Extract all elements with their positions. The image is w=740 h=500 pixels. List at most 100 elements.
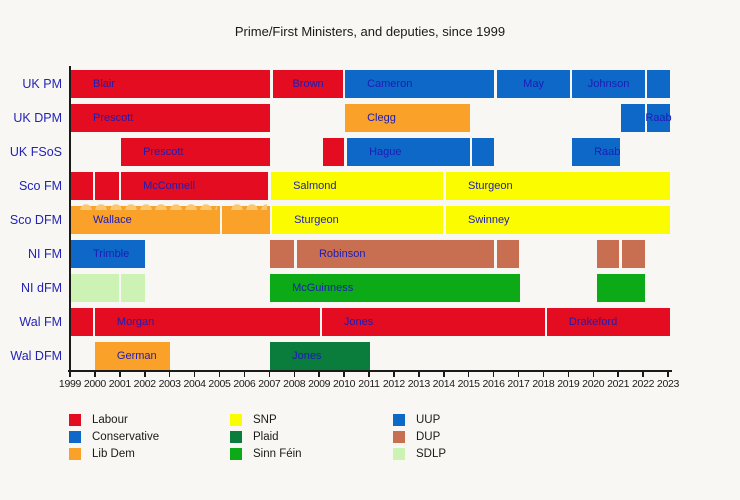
x-tick-2012 (393, 372, 395, 377)
legend-label-lib-dem: Lib Dem (92, 448, 135, 460)
x-tick-label-2017: 2017 (507, 378, 530, 390)
x-tick-label-2015: 2015 (457, 378, 480, 390)
legend-item-snp: SNP (230, 412, 302, 428)
bar-label-johnson: Johnson (587, 78, 630, 90)
legend-item-uup: UUP (393, 412, 446, 428)
bar-jones: Jones (321, 308, 545, 336)
legend-item-conservative: Conservative (69, 429, 159, 445)
bar-morgan: Morgan (94, 308, 320, 336)
bar-label-may: May (523, 78, 544, 90)
x-tick-label-2006: 2006 (233, 378, 256, 390)
bar-uk-fsos-conservative (471, 138, 495, 166)
bar-sco-dfm-libdem (221, 203, 271, 234)
legend-item-lib-dem: Lib Dem (69, 446, 159, 462)
bar-blair: Blair (70, 70, 271, 98)
bar-label-cameron: Cameron (367, 78, 413, 90)
bar-label-drakeford: Drakeford (568, 316, 618, 328)
bar-wal-fm-labour (70, 308, 93, 336)
x-tick-label-2007: 2007 (258, 378, 281, 390)
bar-ni-fm-dup (621, 240, 646, 268)
legend-label-sdlp: SDLP (416, 448, 447, 460)
row-label-ni-fm: NI FM (27, 247, 62, 261)
x-tick-label-2011: 2011 (358, 378, 380, 390)
bar-ni-dfm-sdlp (70, 274, 120, 302)
bar-jones: Jones (270, 342, 370, 370)
x-tick-2001 (119, 372, 121, 377)
x-tick-2023 (667, 372, 669, 377)
bar-hague: Hague (347, 138, 470, 166)
x-tick-2007 (268, 372, 271, 377)
legend-item-sdlp: SDLP (393, 446, 446, 462)
legend-label-snp: SNP (253, 414, 277, 426)
legend-swatch-sdlp (393, 448, 405, 460)
x-tick-2022 (642, 372, 644, 377)
x-tick-2016 (492, 372, 495, 377)
legend-swatch-libdem (69, 448, 81, 460)
bar-salmond: Salmond (271, 172, 443, 200)
bar-label-jones: Jones (292, 350, 322, 362)
row-label-wal-fm: Wal FM (19, 315, 62, 329)
x-tick-2018 (542, 372, 545, 377)
bar-sco-fm-labour (70, 172, 93, 200)
bar-uk-pm-conservative (647, 70, 670, 98)
x-tick-1999 (69, 372, 71, 377)
bar-uk-fsos-labour (322, 138, 345, 166)
legend-label-sinn-f-in: Sinn Féin (253, 448, 302, 460)
bar-label-trimble: Trimble (92, 248, 130, 260)
bar-prescott: Prescott (121, 138, 271, 166)
x-tick-label-2005: 2005 (208, 378, 231, 390)
bar-label-raab: Raab (645, 112, 672, 124)
bar-may: May (497, 70, 571, 98)
row-label-uk-dpm: UK DPM (13, 111, 62, 125)
x-axis-line (68, 370, 672, 372)
bar-german: German (94, 342, 170, 370)
row-label-ni-dfm: NI dFM (21, 281, 62, 295)
x-tick-2017 (517, 372, 520, 377)
x-tick-2008 (293, 372, 295, 377)
x-tick-label-2014: 2014 (432, 378, 455, 390)
chart-title: Prime/First Ministers, and deputies, sin… (234, 24, 506, 39)
x-tick-2014 (443, 372, 445, 377)
bar-label-hague: Hague (369, 146, 402, 158)
bar-label-jones: Jones (343, 316, 374, 328)
x-tick-2003 (168, 372, 171, 377)
bar-label-german: German (116, 350, 157, 362)
bar-robinson: Robinson (296, 240, 495, 268)
bar-clegg: Clegg (345, 104, 470, 132)
legend-item-plaid: Plaid (230, 429, 302, 445)
bar-sturgeon: Sturgeon (445, 172, 670, 200)
x-tick-2015 (467, 372, 470, 377)
legend-column-1: Labour Conservative Lib Dem (69, 412, 159, 463)
x-tick-2013 (418, 372, 420, 377)
bar-brown: Brown (273, 70, 344, 98)
bar-ni-fm-dup (270, 240, 294, 268)
x-tick-2011 (368, 372, 370, 377)
legend-swatch-uup (393, 414, 405, 426)
legend-label-uup: UUP (416, 414, 441, 426)
legend-column-2: SNP Plaid Sinn Féin (230, 412, 302, 463)
x-tick-label-1999: 1999 (58, 378, 82, 390)
bar-ni-dfm-sdlp (121, 274, 145, 302)
x-tick-2020 (592, 372, 594, 377)
bar-label-morgan: Morgan (116, 316, 155, 328)
x-tick-label-2018: 2018 (532, 378, 555, 390)
legend-item-labour: Labour (69, 412, 159, 428)
bar-label-swinney: Swinney (467, 214, 510, 226)
bar-label-raab: Raab (594, 146, 621, 158)
bar-drakeford: Drakeford (546, 308, 670, 336)
x-tick-label-2009: 2009 (308, 378, 331, 390)
bar-label-prescott: Prescott (143, 146, 184, 158)
x-tick-label-2023: 2023 (656, 378, 680, 390)
bar-label-mcguinness: McGuinness (292, 282, 354, 294)
row-label-wal-dfm: Wal DFM (10, 349, 62, 363)
legend-swatch-plaid (230, 431, 242, 443)
legend-column-3: UUP DUP SDLP (393, 412, 446, 463)
legend-swatch-snp (230, 414, 242, 426)
x-tick-label-2022: 2022 (631, 378, 655, 390)
y-axis-line (69, 66, 71, 372)
legend-swatch-sinnfein (230, 448, 242, 460)
bar-ni-dfm-sinnfein (596, 274, 646, 302)
legend-swatch-labour (69, 414, 81, 426)
row-label-uk-pm: UK PM (22, 77, 62, 91)
